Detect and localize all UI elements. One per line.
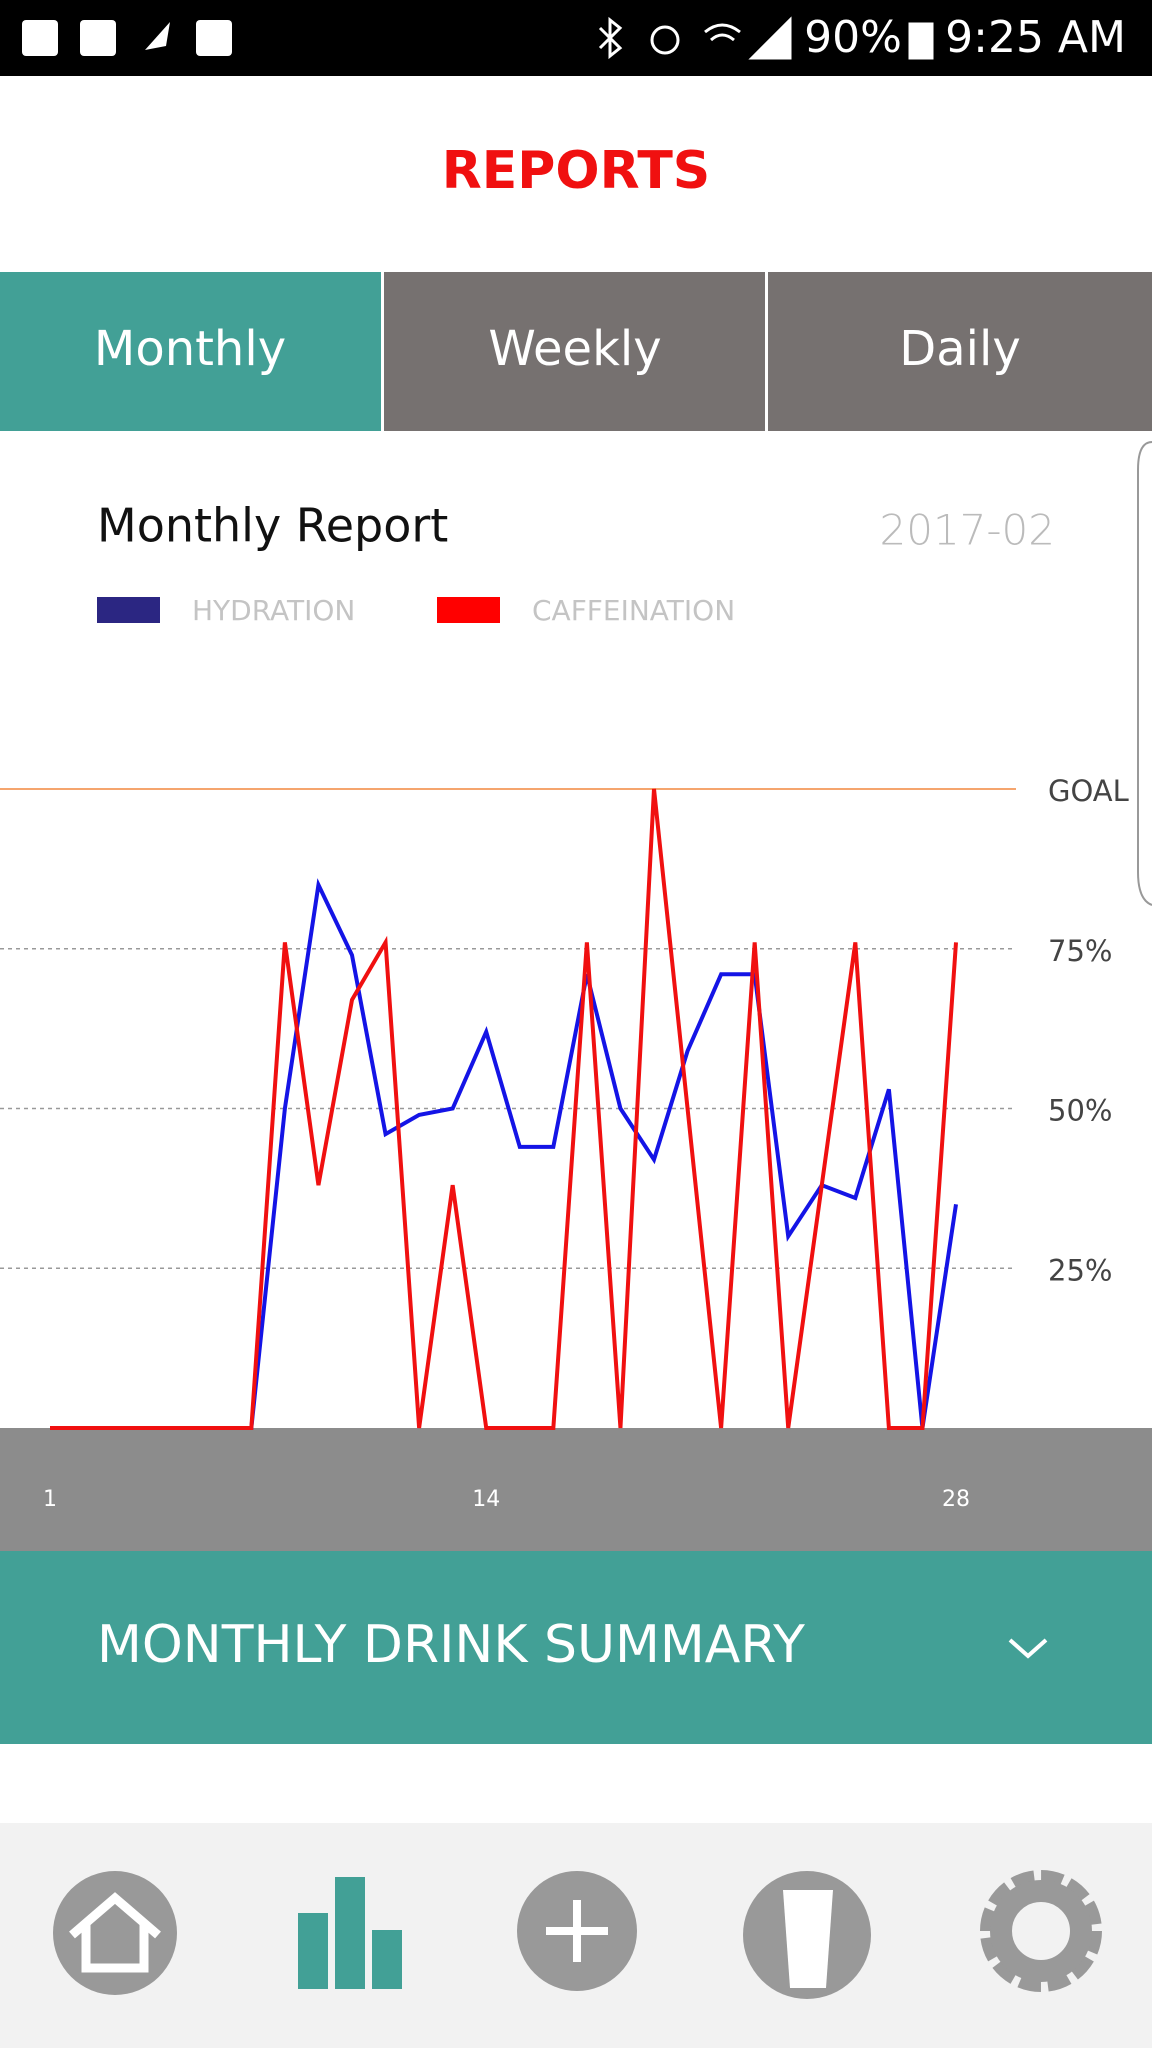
notification-icons (22, 20, 232, 56)
battery-text: 90% (804, 12, 902, 63)
fb-icon (80, 20, 116, 56)
signal-icon (748, 16, 792, 60)
legend-swatch (97, 597, 160, 623)
page-title: REPORTS (442, 141, 711, 201)
nav-add[interactable] (517, 1871, 637, 1991)
wifi-icon (704, 23, 741, 42)
tab-label: Weekly (488, 321, 661, 377)
home-icon (69, 1892, 161, 1973)
summary-bar[interactable] (0, 1551, 1152, 1744)
cup-icon (783, 1890, 833, 1988)
status-bar (0, 0, 1152, 76)
chart-subtitle: 2017-02 (880, 506, 1056, 555)
expand-chevron[interactable] (1008, 1638, 1048, 1659)
x-tick-label: 14 (472, 1487, 500, 1512)
add-icon (546, 1900, 608, 1962)
fb-icon (22, 20, 58, 56)
y-tick-label: 25% (1048, 1253, 1112, 1287)
clock: 9:25 AM (945, 12, 1126, 63)
x-tick-label: 1 (43, 1487, 57, 1512)
system-icons (598, 16, 934, 60)
tab-weekly[interactable] (384, 272, 765, 431)
bluetooth-icon (598, 16, 623, 60)
legend-swatch (437, 597, 500, 623)
x-tick-label: 28 (942, 1487, 970, 1512)
y-tick-label: 75% (1048, 934, 1112, 968)
nav-home[interactable] (53, 1871, 177, 1995)
tab-label: Daily (899, 321, 1020, 377)
summary-title: MONTHLY DRINK SUMMARY (97, 1615, 805, 1675)
y-tick-label: GOAL (1048, 774, 1129, 808)
nav-settings[interactable] (980, 1870, 1102, 1992)
nav-drink[interactable] (743, 1871, 871, 1999)
nav-reports[interactable] (298, 1877, 402, 1989)
data-line (50, 878, 958, 1430)
tab-label: Monthly (94, 321, 286, 377)
nav-icon (145, 22, 170, 50)
fb-icon (196, 20, 232, 56)
y-tick-label: 50% (1048, 1094, 1112, 1128)
tab-monthly[interactable] (0, 272, 381, 431)
gear-ring (990, 1880, 1092, 1982)
x-axis-band (0, 1428, 1152, 1551)
bar-icon (372, 1930, 402, 1989)
legend-label: HYDRATION (192, 594, 355, 627)
bar-icon (298, 1913, 328, 1989)
battery-icon (908, 22, 934, 60)
legend-label: CAFFEINATION (532, 594, 735, 627)
alarm-icon (650, 25, 680, 55)
data-line (50, 788, 958, 1430)
bar-icon (335, 1877, 365, 1989)
chart-title: Monthly Report (97, 499, 448, 553)
next-card-edge (1137, 441, 1152, 906)
tab-daily[interactable] (768, 272, 1152, 431)
